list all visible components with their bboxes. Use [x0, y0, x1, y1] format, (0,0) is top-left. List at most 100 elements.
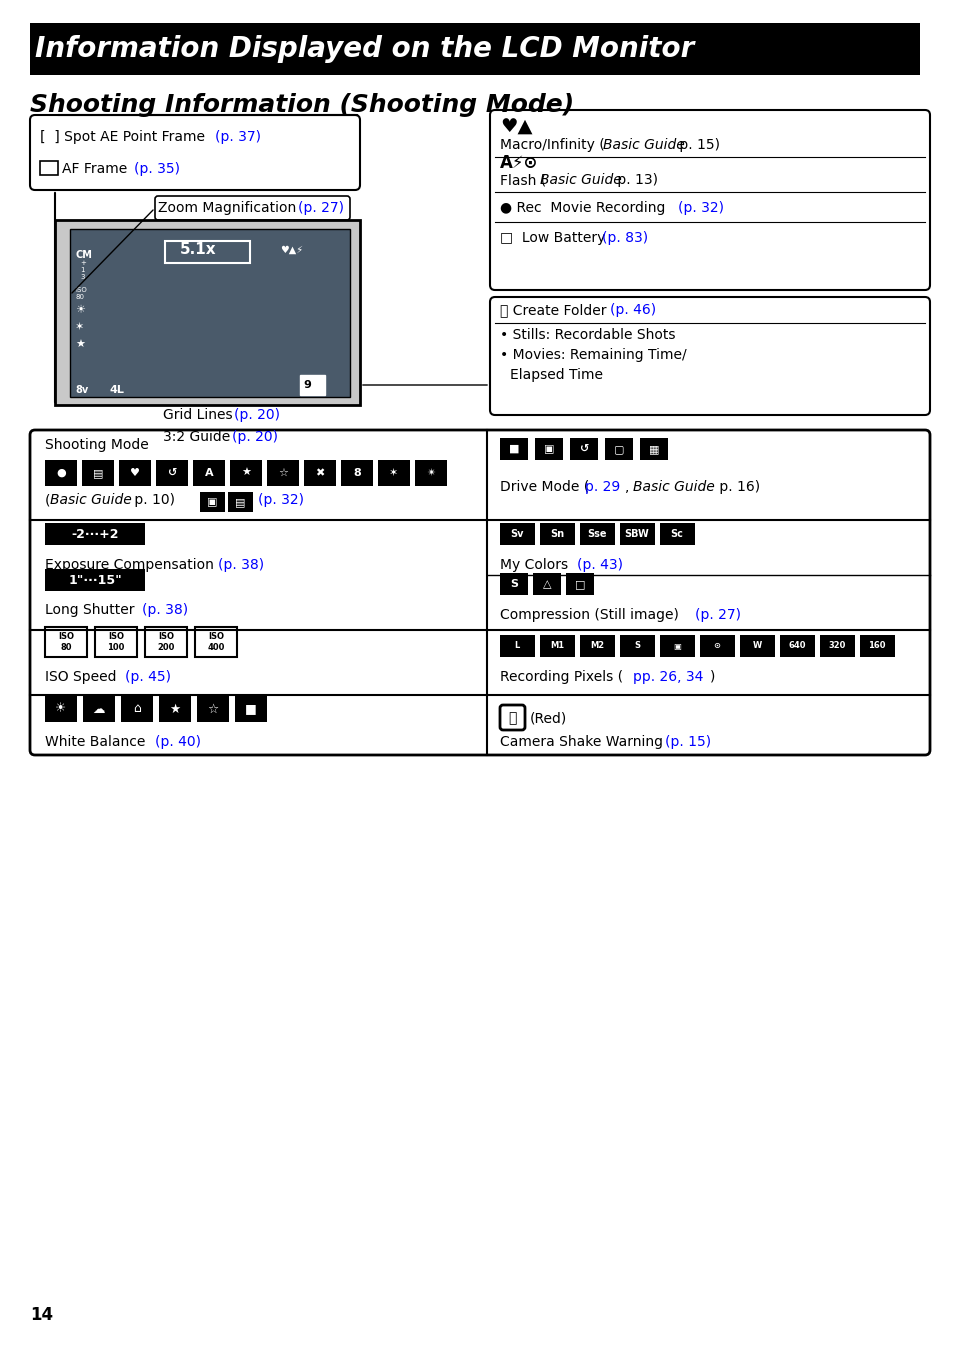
- Bar: [196, 695, 229, 722]
- Text: (: (: [45, 494, 51, 507]
- Text: pp. 26, 34: pp. 26, 34: [633, 670, 702, 685]
- Bar: [535, 438, 562, 460]
- Text: p. 10): p. 10): [130, 494, 179, 507]
- Text: p. 29: p. 29: [584, 480, 619, 494]
- Text: ★: ★: [75, 340, 85, 350]
- Text: ♥▲⚡: ♥▲⚡: [280, 245, 303, 256]
- Text: S: S: [510, 578, 517, 589]
- Bar: [121, 695, 152, 722]
- Text: ★: ★: [241, 468, 251, 477]
- Text: 3:2 Guide: 3:2 Guide: [163, 430, 234, 444]
- Text: ISO
80: ISO 80: [58, 632, 74, 652]
- Text: Basic Guide: Basic Guide: [539, 174, 621, 187]
- Text: Ⓡ: Ⓡ: [507, 712, 516, 725]
- Text: ●: ●: [56, 468, 66, 477]
- Bar: [619, 635, 655, 656]
- Bar: [499, 573, 527, 594]
- Text: (p. 27): (p. 27): [297, 200, 344, 215]
- Bar: [539, 635, 575, 656]
- Bar: [639, 438, 667, 460]
- Text: • Movies: Remaining Time/: • Movies: Remaining Time/: [499, 348, 686, 362]
- Text: 5.1x: 5.1x: [180, 242, 216, 257]
- Text: Macro/Infinity (: Macro/Infinity (: [499, 139, 604, 152]
- Text: ▣: ▣: [673, 642, 680, 651]
- Text: (p. 37): (p. 37): [214, 130, 261, 144]
- Bar: [579, 635, 615, 656]
- Text: -2···+2: -2···+2: [71, 527, 118, 541]
- Bar: [499, 438, 527, 460]
- Bar: [145, 627, 187, 656]
- Text: ■: ■: [245, 702, 256, 716]
- Text: (p. 40): (p. 40): [154, 734, 201, 749]
- Text: Elapsed Time: Elapsed Time: [510, 369, 602, 382]
- Bar: [780, 635, 814, 656]
- Text: (p. 32): (p. 32): [257, 494, 304, 507]
- Bar: [304, 460, 335, 486]
- Bar: [95, 627, 137, 656]
- Text: ,: ,: [624, 480, 633, 494]
- Text: ● Rec  Movie Recording: ● Rec Movie Recording: [499, 200, 669, 215]
- Bar: [45, 627, 87, 656]
- Text: 8v: 8v: [75, 385, 89, 395]
- Text: ▤: ▤: [92, 468, 103, 477]
- Text: ☁: ☁: [92, 702, 105, 716]
- FancyBboxPatch shape: [499, 705, 524, 730]
- Bar: [159, 695, 191, 722]
- Text: ♥▲: ♥▲: [499, 117, 532, 136]
- Text: ▢: ▢: [613, 444, 623, 455]
- Text: (p. 46): (p. 46): [609, 303, 656, 317]
- Text: A⚡⊙: A⚡⊙: [499, 153, 537, 172]
- Text: ☆: ☆: [277, 468, 288, 477]
- Bar: [499, 635, 535, 656]
- Bar: [70, 229, 350, 397]
- Text: ⊙: ⊙: [713, 642, 720, 651]
- Text: L: L: [514, 642, 519, 651]
- Bar: [565, 573, 594, 594]
- Bar: [820, 635, 854, 656]
- Text: A: A: [205, 468, 213, 477]
- Bar: [659, 523, 695, 545]
- Text: 8: 8: [353, 468, 360, 477]
- Bar: [533, 573, 560, 594]
- Bar: [659, 635, 695, 656]
- Text: p. 13): p. 13): [613, 174, 658, 187]
- Text: Shooting Mode: Shooting Mode: [45, 438, 149, 452]
- Bar: [299, 375, 325, 395]
- Text: Zoom Magnification: Zoom Magnification: [158, 200, 300, 215]
- Bar: [83, 695, 115, 722]
- Text: ☀: ☀: [55, 702, 67, 716]
- Text: 1"···15": 1"···15": [68, 573, 122, 586]
- Text: M1: M1: [549, 642, 563, 651]
- Text: (p. 20): (p. 20): [233, 408, 280, 422]
- Bar: [119, 460, 151, 486]
- Text: Camera Shake Warning: Camera Shake Warning: [499, 734, 667, 749]
- Text: (p. 20): (p. 20): [232, 430, 277, 444]
- Text: Sn: Sn: [549, 529, 563, 539]
- Bar: [234, 695, 267, 722]
- Text: ISO
200: ISO 200: [157, 632, 174, 652]
- Text: ISO
80: ISO 80: [75, 286, 87, 300]
- Text: (p. 38): (p. 38): [142, 603, 188, 617]
- Bar: [165, 241, 250, 264]
- Text: Compression (Still image): Compression (Still image): [499, 608, 682, 621]
- Bar: [619, 523, 655, 545]
- Bar: [415, 460, 447, 486]
- Text: +
1
3: + 1 3: [80, 260, 86, 280]
- Bar: [377, 460, 410, 486]
- Text: Basic Guide: Basic Guide: [50, 494, 132, 507]
- Bar: [539, 523, 575, 545]
- Text: Basic Guide: Basic Guide: [633, 480, 714, 494]
- Text: CM: CM: [75, 250, 91, 260]
- Text: ☆: ☆: [207, 702, 218, 716]
- Text: (p. 27): (p. 27): [695, 608, 740, 621]
- Text: ⌂: ⌂: [132, 702, 141, 716]
- Text: (p. 45): (p. 45): [125, 670, 171, 685]
- Text: Grid Lines: Grid Lines: [163, 408, 236, 422]
- Text: □  Low Battery: □ Low Battery: [499, 231, 609, 245]
- Text: ★: ★: [170, 702, 180, 716]
- Bar: [200, 492, 225, 512]
- Text: 4L: 4L: [110, 385, 125, 395]
- Text: ISO Speed: ISO Speed: [45, 670, 121, 685]
- Bar: [569, 438, 598, 460]
- Text: Sc: Sc: [670, 529, 682, 539]
